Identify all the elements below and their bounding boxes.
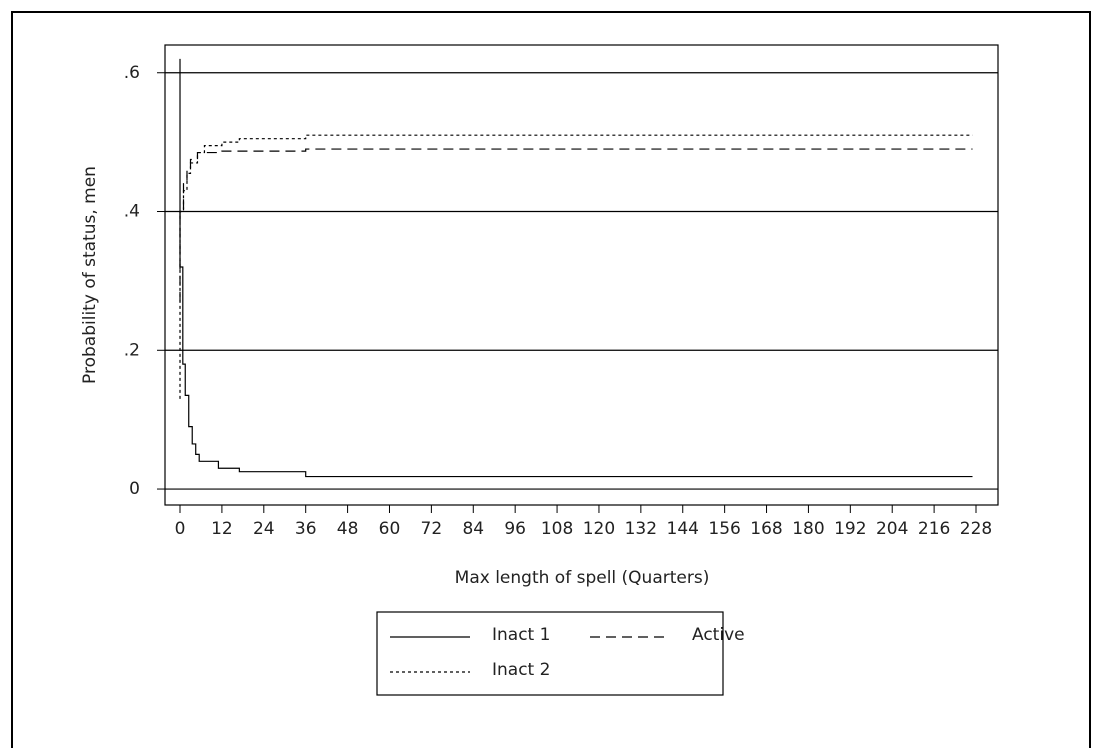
x-tick-label: 48 — [337, 519, 359, 539]
x-tick-label: 216 — [918, 519, 950, 539]
x-tick-label: 36 — [295, 519, 317, 539]
y-tick-label: .6 — [124, 63, 140, 83]
y-tick-label: .4 — [124, 202, 140, 222]
y-tick-label: .2 — [124, 340, 140, 360]
x-tick-label: 120 — [583, 519, 615, 539]
y-tick-label: 0 — [129, 479, 140, 499]
frame — [11, 11, 1091, 748]
x-tick-label: 180 — [792, 519, 824, 539]
series-line — [179, 58, 973, 478]
x-tick-label: 228 — [960, 519, 992, 539]
x-tick-label: 0 — [175, 519, 186, 539]
x-axis-title: Max length of spell (Quarters) — [455, 568, 710, 588]
legend-label: Inact 2 — [492, 660, 550, 680]
x-tick-label: 168 — [750, 519, 782, 539]
legend — [376, 611, 724, 696]
series-line — [179, 134, 973, 399]
x-tick-label: 24 — [253, 519, 275, 539]
x-tick-label: 132 — [625, 519, 657, 539]
series-line — [179, 148, 973, 302]
x-tick-label: 156 — [708, 519, 740, 539]
x-tick-label: 144 — [667, 519, 699, 539]
legend-label: Inact 1 — [492, 625, 550, 645]
x-tick-label: 84 — [462, 519, 484, 539]
x-tick-label: 204 — [876, 519, 908, 539]
x-tick-label: 108 — [541, 519, 573, 539]
y-axis-title: Probability of status, men — [80, 166, 100, 384]
x-tick-label: 72 — [421, 519, 443, 539]
x-tick-label: 12 — [211, 519, 233, 539]
x-tick-label: 192 — [834, 519, 866, 539]
plot-area — [164, 44, 999, 506]
legend-label: Active — [692, 625, 745, 645]
x-tick-label: 96 — [504, 519, 526, 539]
x-tick-label: 60 — [379, 519, 401, 539]
